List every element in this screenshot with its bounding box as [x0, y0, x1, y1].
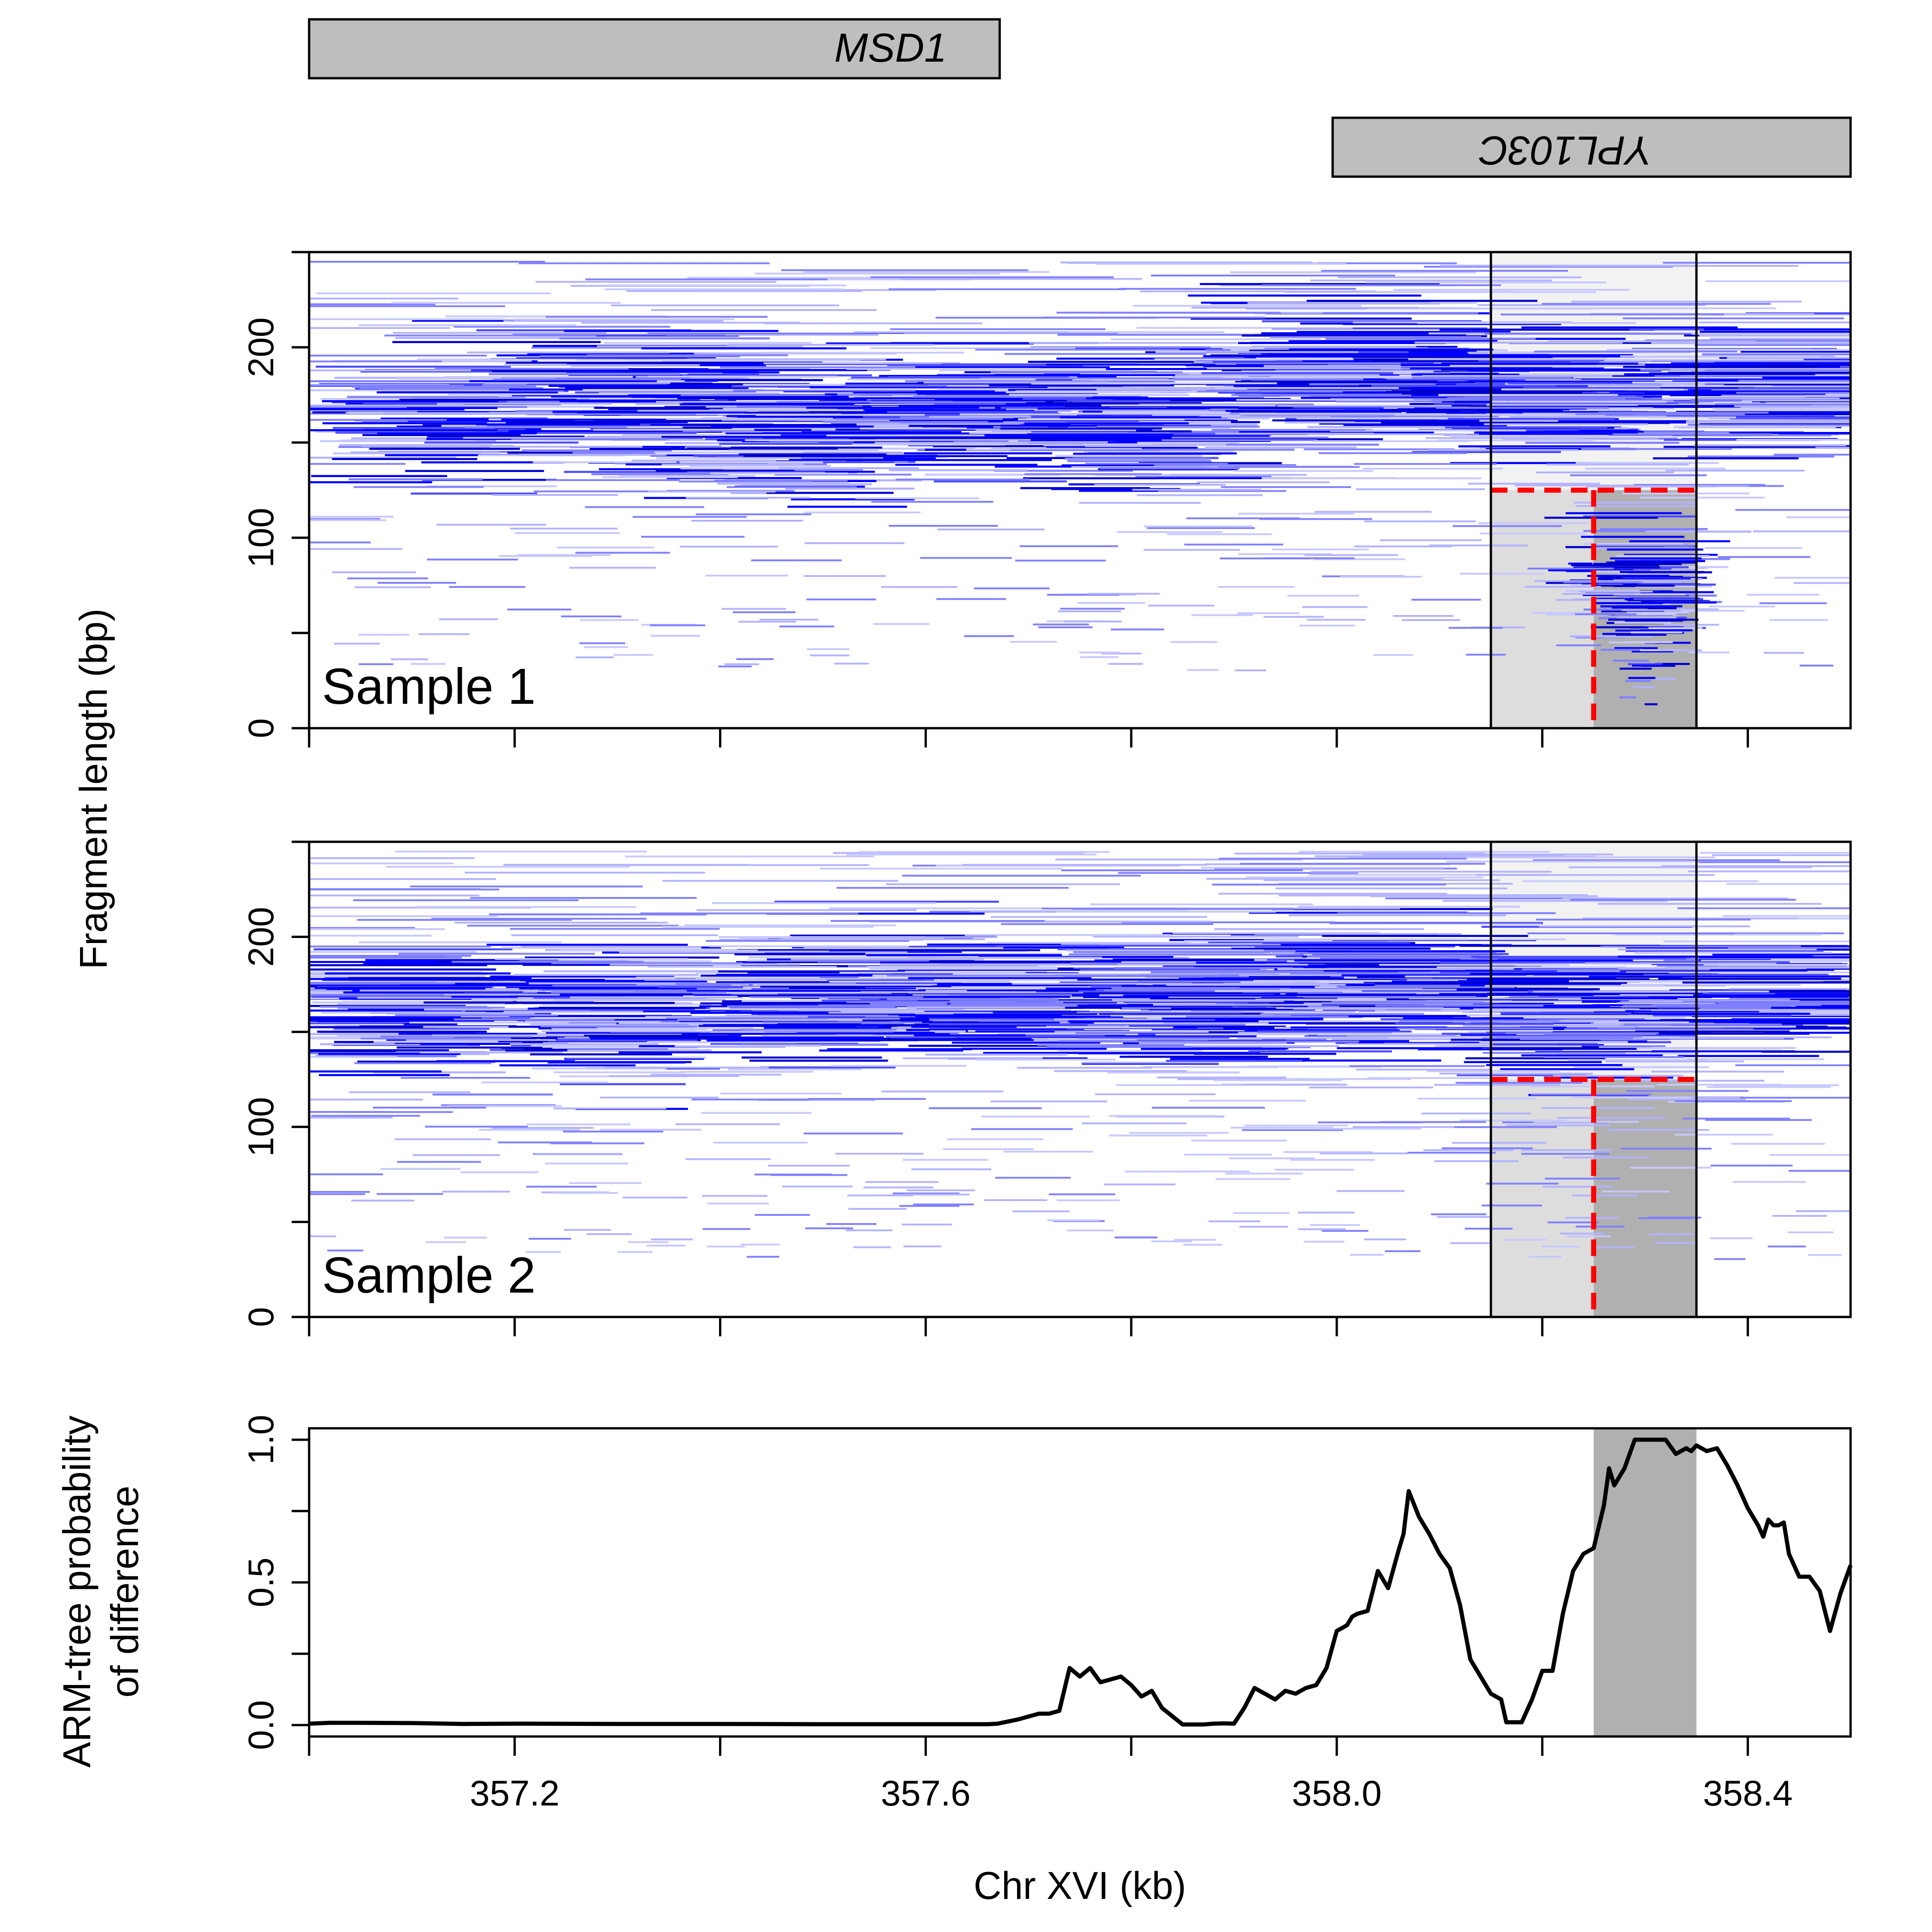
gene-ypl103c-box: [1331, 116, 1852, 178]
sample-2-y-axis: 0 100 200: [241, 840, 309, 1327]
fragment-length-axis-title: Fragment length (bp): [72, 609, 115, 969]
arm-tree-probability-line: [309, 1438, 1853, 1727]
sample-1-y-axis: 0 100 200: [241, 251, 309, 738]
x-tick-label: 358.4: [1703, 1773, 1793, 1813]
sample-1-fragments: [309, 260, 1851, 706]
x-tick-label: 357.2: [470, 1773, 559, 1813]
y-tick-label: 100: [241, 508, 281, 568]
p2-difference-region: [1593, 1079, 1696, 1317]
y-tick-label: 200: [241, 317, 281, 377]
y-tick-label: 100: [241, 1097, 281, 1157]
arm-tree-panel: 0.0 0.5 1.0 357.2 357.6 358.0 358.4 ARM-tree …: [55, 1415, 1853, 1907]
y-tick-label: 1.0: [241, 1415, 281, 1465]
gene-ypl103c-label: YPL103C: [1478, 128, 1652, 173]
y-tick-label: 200: [241, 907, 281, 967]
x-axis-title: Chr XVI (kb): [973, 1864, 1186, 1907]
sample-2-label: Sample 2: [322, 1247, 536, 1304]
sample-1-difference-lines: [1489, 252, 1698, 728]
sample-2-fragments: [309, 851, 1851, 1260]
y-tick-label: 0: [241, 718, 281, 738]
sample-2-panel: 0 100 200 Sample 2: [241, 840, 1852, 1336]
y-tick-label: 0.0: [241, 1700, 281, 1750]
gene-msd1-label: MSD1: [834, 25, 947, 70]
sample-1-frame: [308, 251, 1852, 730]
gene-msd1-box: [308, 18, 1001, 80]
arm-tree-y-axis: 0.0 0.5 1.0: [241, 1415, 309, 1750]
y-tick-label: 0: [241, 1307, 281, 1327]
arm-tree-y-title-line-2: of difference: [103, 1486, 146, 1698]
arm-tree-x-axis: 357.2 357.6 358.0 358.4: [308, 1736, 1793, 1813]
x-tick-label: 357.6: [881, 1773, 971, 1813]
y-tick-label: 0.5: [241, 1558, 281, 1607]
sample-1-label: Sample 1: [322, 658, 536, 715]
sample-2-frame: [308, 840, 1852, 1318]
sample-1-panel: 0 100 200 Sample 1: [241, 251, 1852, 748]
arm-tree-y-title-line-1: ARM-tree probability: [55, 1415, 98, 1768]
sample-2-x-ticks: [308, 1317, 1749, 1336]
sample-1-x-ticks: [308, 728, 1749, 748]
gene-track: MSD1 YPL103C: [308, 18, 1852, 178]
x-tick-label: 358.0: [1292, 1773, 1381, 1813]
sample-2-difference-lines: [1489, 842, 1698, 1317]
